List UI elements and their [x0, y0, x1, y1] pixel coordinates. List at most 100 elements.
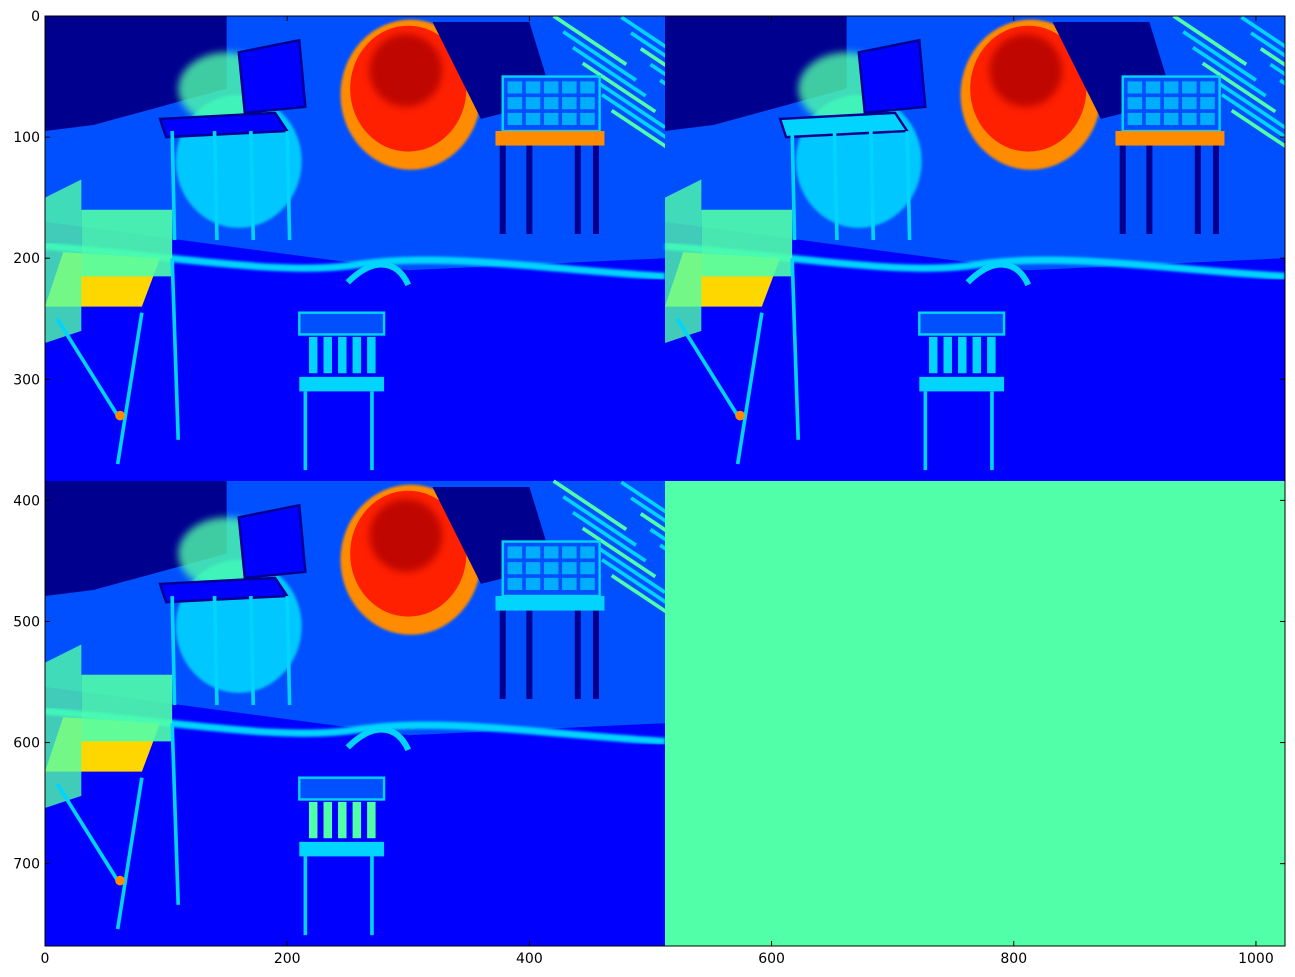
scene-lounge-cushion: [543, 112, 559, 125]
scene-lounge-cushion: [562, 577, 577, 590]
scene-table-side: [81, 209, 173, 277]
scene-table-leg: [735, 312, 764, 465]
scene-chair-back: [237, 38, 307, 115]
scene-chair-leg: [285, 130, 292, 241]
scene-stick: [1269, 62, 1285, 77]
scene-rug-fold: [965, 261, 1032, 287]
panel-top-right: [664, 16, 1295, 481]
scene-chair-leg: [905, 130, 912, 241]
scene-stick: [1230, 108, 1285, 149]
x-tick-label: 1000: [1238, 951, 1274, 967]
scene-lounge-cushion: [507, 112, 523, 125]
scene-hot-core: [989, 34, 1063, 107]
scene-chair-leg: [790, 130, 797, 241]
scene-stick: [562, 30, 637, 82]
scene-small-chair-slat: [943, 336, 952, 374]
scene-lounge-cushion: [580, 546, 595, 559]
scene-lounge-cushion: [525, 97, 541, 110]
scene-chair-leg: [170, 595, 177, 706]
scene-lounge-cushion: [580, 97, 595, 110]
scene-small-chair-seat: [919, 376, 1005, 392]
scene-lounge-cushion: [562, 562, 577, 575]
scene-small-chair-seat: [299, 376, 385, 392]
scene-stick: [601, 93, 676, 145]
scene-lounge-cushion: [580, 81, 595, 94]
scene-lounge-cushion: [562, 81, 577, 94]
scene-stick: [1240, 16, 1285, 49]
scene-chair-leg: [249, 595, 256, 706]
scene-hot-spot: [735, 410, 745, 421]
scene-table-side: [701, 209, 793, 277]
scene-small-chair-slat: [308, 336, 318, 374]
y-tick-label: 200: [13, 251, 40, 267]
scene-small-chair-slat: [367, 801, 376, 839]
scene-lounge-seat: [495, 131, 605, 146]
scene-small-chair-top: [918, 311, 1006, 336]
scene-small-chair-slat: [958, 336, 967, 374]
scene-stick: [552, 479, 628, 531]
scene-lounge-cushion: [525, 577, 541, 590]
scene-lounge-cushion: [562, 546, 577, 559]
scene-lounge-cushion: [1200, 97, 1215, 110]
scene-chair-back: [237, 503, 307, 580]
scene-chair-leg: [212, 595, 219, 706]
scene-stick: [1191, 45, 1267, 98]
scene-stick: [552, 16, 628, 66]
scene-lounge-cushion: [1127, 112, 1143, 125]
scene-table-leg: [675, 317, 740, 417]
scene-lounge-cushion: [1200, 81, 1215, 94]
scene-stick: [571, 510, 647, 563]
scene-table-leg: [170, 258, 181, 440]
scene-hot-spot: [115, 410, 125, 421]
scene-small-chair-slat: [308, 801, 318, 839]
scene-lounge-cushion: [525, 81, 541, 94]
scene-lounge-cushion: [507, 562, 523, 575]
scene-chair-back: [857, 38, 927, 115]
scene-lounge-cushion: [580, 577, 595, 590]
ticks-layer: [44, 15, 1285, 946]
scene-top-left-dark: [45, 481, 227, 597]
x-tick-label: 600: [758, 951, 785, 967]
scene-lounge-cushion: [525, 112, 541, 125]
scene-top-left-dark: [45, 16, 227, 132]
scene-rug-fold: [345, 726, 412, 752]
image-layer: [45, 16, 1295, 946]
scene-lounge-cushion: [1163, 112, 1179, 125]
y-tick-label: 700: [13, 857, 40, 873]
y-tick-label: 300: [13, 372, 40, 388]
scene-table-front: [45, 179, 82, 343]
scene-chair-leg: [869, 130, 876, 241]
scene-lounge-cushion: [1145, 112, 1161, 125]
scene-stick: [581, 526, 657, 579]
scene-stick: [1182, 30, 1257, 82]
scene-lounge-cushion: [580, 112, 595, 125]
scene-stick: [591, 77, 667, 129]
scene-stick: [571, 45, 647, 98]
scene-lounge-cushion: [507, 546, 523, 559]
scene-lounge-cushion: [1163, 97, 1179, 110]
scene-lounge-cushion: [1127, 97, 1143, 110]
scene-stick: [1290, 96, 1295, 144]
scene-stick: [1250, 31, 1285, 58]
scene-small-chair-slat: [352, 336, 362, 374]
scene-table-side: [81, 674, 173, 742]
y-tick-label: 400: [13, 493, 40, 509]
scene-small-chair-top: [298, 311, 386, 336]
scene-small-chair-slat: [323, 336, 332, 374]
scene-small-chair-slat: [972, 336, 982, 374]
scene-chair-leg: [832, 130, 839, 241]
scene-lounge-cushion: [562, 97, 577, 110]
scene-table-leg: [55, 317, 120, 417]
scene-hot-core: [369, 34, 443, 107]
scene-lounge-cushion: [1127, 81, 1143, 94]
scene-small-chair-slat: [367, 336, 376, 374]
scene-table-leg: [115, 312, 144, 465]
scene-table-leg: [115, 777, 144, 930]
scene-lounge-cushion: [525, 562, 541, 575]
scene-lounge-cushion: [1182, 112, 1197, 125]
panel-top-left: [45, 16, 754, 481]
scene-lounge-cushion: [1145, 97, 1161, 110]
scene-lounge-cushion: [525, 546, 541, 559]
scene-lounge-cushion: [507, 81, 523, 94]
